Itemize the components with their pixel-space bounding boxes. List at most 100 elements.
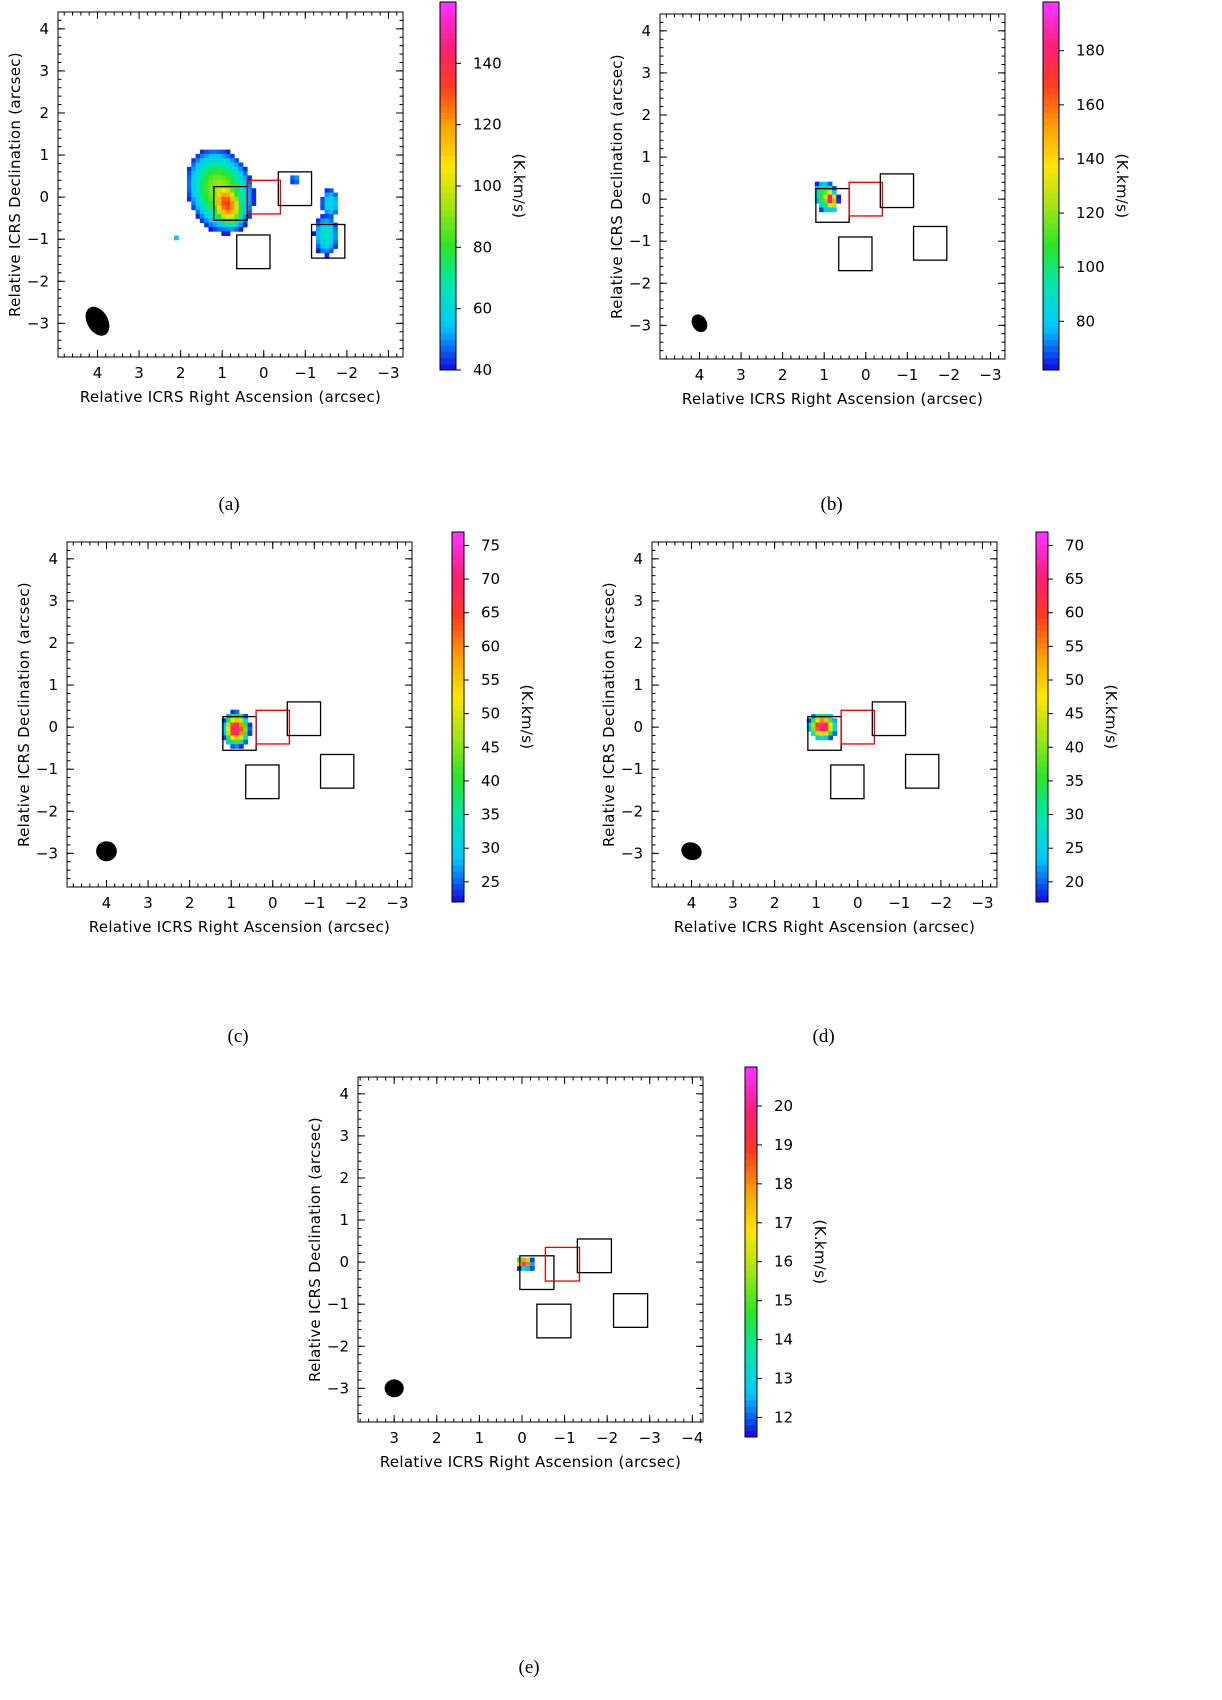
map-pixel — [212, 171, 218, 176]
map-pixel — [234, 709, 240, 715]
x-tick-label: −2 — [336, 364, 358, 382]
colorbar-segment — [440, 235, 456, 242]
map-pixel — [234, 222, 239, 228]
colorbar-segment — [1036, 692, 1048, 699]
x-tick-label: 1 — [475, 1429, 485, 1447]
map-pixel — [324, 239, 330, 245]
colorbar-segment — [452, 599, 464, 607]
colorbar-segment — [1043, 57, 1059, 64]
colorbar-segment — [1036, 550, 1048, 558]
panel-caption: (b) — [820, 494, 843, 515]
map-pixel — [217, 179, 222, 185]
map-pixel — [195, 201, 201, 206]
colorbar-segment — [1036, 655, 1048, 662]
colorbar-segment — [745, 1393, 757, 1401]
map-pixel — [247, 209, 252, 215]
colorbar-segment — [452, 809, 464, 817]
panel-caption: (a) — [218, 494, 240, 515]
colorbar-segment — [1043, 143, 1059, 150]
map-pixel — [251, 201, 257, 206]
beam-ellipse — [691, 314, 708, 333]
map-pixel — [324, 252, 330, 258]
map-pixel — [238, 227, 244, 232]
colorbar-segment — [1036, 754, 1048, 761]
x-axis-label: Relative ICRS Right Ascension (arcsec) — [80, 388, 381, 406]
colorbar-tick-label: 100 — [473, 177, 502, 195]
map-pixel — [225, 149, 231, 155]
colorbar-segment — [440, 81, 456, 89]
map-pixel — [251, 192, 257, 198]
colorbar-segment — [1043, 308, 1059, 316]
map-pixel — [819, 181, 824, 187]
colorbar-segment — [440, 210, 456, 218]
map-pixel — [199, 209, 205, 215]
colorbar-segment — [1043, 63, 1059, 70]
colorbar-segment — [452, 815, 464, 823]
map-pixel — [221, 188, 227, 193]
map-pixel — [238, 192, 244, 198]
map-pixel — [324, 235, 330, 241]
colorbar-segment — [440, 167, 456, 175]
colorbar-segment — [452, 698, 464, 706]
colorbar-segment — [440, 339, 456, 346]
map-pixel — [827, 181, 833, 187]
map-pixel — [333, 231, 338, 236]
colorbar-segment — [745, 1252, 757, 1259]
colorbar-segment — [440, 155, 456, 162]
colorbar-segment — [452, 803, 464, 810]
x-tick-label: −3 — [639, 1429, 661, 1447]
map-pixel — [530, 1266, 535, 1271]
map-pixel — [230, 227, 235, 232]
map-pixel — [243, 726, 248, 732]
black-region-box — [904, 753, 940, 789]
colorbar-segment — [745, 1073, 757, 1080]
map-pixel — [204, 209, 209, 215]
colorbar: 12 13 14 15 16 17 18 19 20 (K.km/s) — [744, 1066, 829, 1438]
map-pixel — [230, 739, 236, 745]
map-pixel — [324, 248, 330, 254]
map-pixel — [199, 175, 205, 181]
map-pixel — [230, 731, 236, 736]
map-pixel — [827, 198, 833, 204]
map-pixel — [234, 227, 239, 232]
map-pixel — [819, 718, 825, 723]
map-pixel — [811, 731, 816, 736]
chart-e: 3 2 1 0 −1 −2 −3 −4 4 3 2 1 0 −1 −2 −3 Relative ICRS Rig… — [306, 1066, 829, 1471]
colorbar-segment — [452, 828, 464, 835]
colorbar-segment — [1036, 778, 1048, 786]
x-tick-label: −3 — [979, 366, 1001, 384]
map-pixel — [221, 158, 227, 163]
colorbar-segment — [1036, 865, 1048, 872]
map-pixel — [316, 239, 321, 245]
colorbar-segment — [452, 649, 464, 656]
map-pixel — [311, 231, 317, 236]
map-pixel — [827, 194, 833, 200]
black-region-box — [286, 701, 322, 737]
map-pixel — [199, 153, 205, 159]
map-pixel — [828, 726, 833, 732]
map-pixel — [208, 179, 214, 185]
map-pixel — [195, 214, 201, 219]
colorbar-segment — [440, 192, 456, 199]
map-pixel — [819, 726, 825, 732]
colorbar-segment — [440, 284, 456, 291]
colorbar-segment — [745, 1134, 757, 1142]
map-pixel — [247, 214, 252, 219]
map-pixel — [230, 205, 235, 211]
map-pixel — [204, 214, 209, 219]
colorbar-segment — [1036, 852, 1048, 860]
colorbar-segment — [452, 544, 464, 551]
map-pixel — [324, 188, 330, 193]
x-tick-label: 0 — [268, 894, 278, 912]
map-pixel — [243, 739, 248, 745]
colorbar-segment — [1036, 643, 1048, 650]
map-pixel — [333, 209, 338, 215]
colorbar-segment — [745, 1141, 757, 1148]
map-pixel — [242, 179, 248, 185]
colorbar-segment — [452, 741, 464, 749]
x-axis-label: Relative ICRS Right Ascension (arcsec) — [89, 918, 390, 936]
map-pixel — [187, 184, 192, 189]
map-pixel — [191, 158, 196, 163]
map-pixel — [212, 188, 218, 193]
map-pixel — [217, 166, 222, 172]
